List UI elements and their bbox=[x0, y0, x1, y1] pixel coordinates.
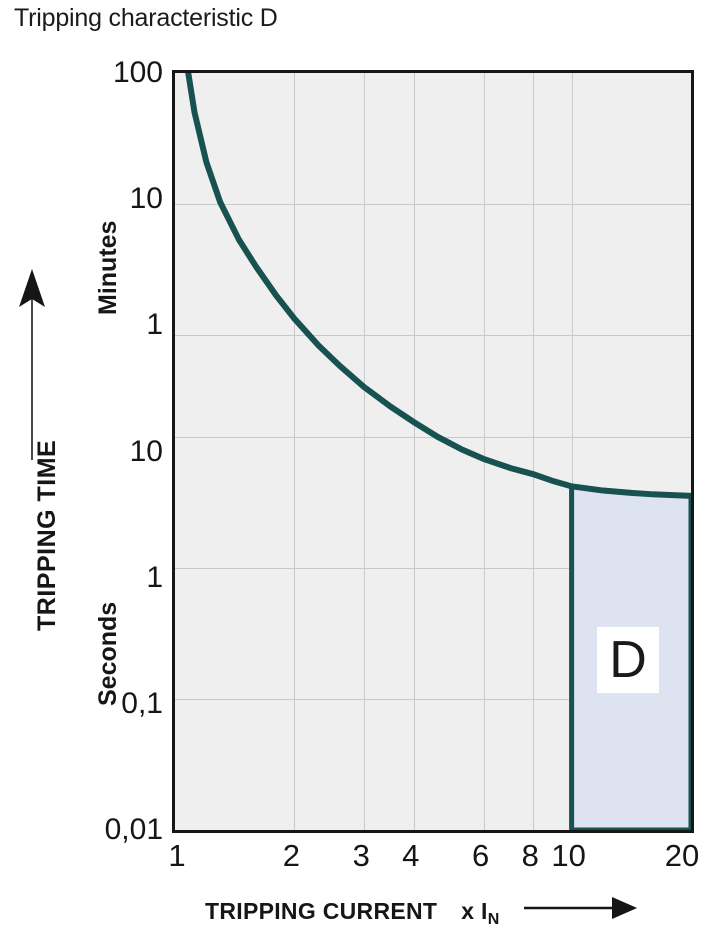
gridline-horizontal bbox=[175, 568, 691, 569]
chart-plot-area bbox=[172, 70, 694, 833]
x-axis-multiplier: x I bbox=[461, 898, 488, 924]
x-axis-tick-label: 1 bbox=[168, 838, 186, 873]
gridline-vertical bbox=[294, 73, 296, 830]
tripping-curve bbox=[185, 73, 691, 499]
y-axis-ticks: 100 10 1 10 1 0,1 0,01 bbox=[0, 56, 163, 846]
gridline-horizontal bbox=[175, 699, 691, 700]
gridline-horizontal bbox=[175, 335, 691, 336]
x-axis-arrow-icon bbox=[523, 897, 637, 919]
gridline-vertical bbox=[533, 73, 535, 830]
x-axis-ticks: 1 2 3 4 6 8 10 20 bbox=[168, 838, 699, 880]
y-axis-tick-label: 1 bbox=[146, 308, 163, 342]
chart-vector-layer bbox=[185, 73, 691, 830]
y-axis-tick-label: 0,01 bbox=[104, 813, 163, 846]
y-axis-unit-seconds: Seconds bbox=[94, 601, 122, 706]
x-axis-tick-label: 10 bbox=[551, 838, 586, 873]
page-title: Tripping characteristic D bbox=[14, 4, 278, 32]
band-label-d: D bbox=[597, 627, 659, 693]
gridline-vertical bbox=[483, 73, 485, 830]
x-axis-tick-label: 8 bbox=[521, 838, 539, 873]
y-axis-title: TRIPPING TIME bbox=[33, 439, 61, 631]
y-axis-tick-label: 10 bbox=[129, 182, 163, 216]
x-axis-tick-label: 2 bbox=[282, 838, 301, 873]
y-axis-tick-label: 1 bbox=[146, 560, 163, 594]
gridline-vertical bbox=[364, 73, 366, 830]
x-axis-tick-label: 4 bbox=[402, 838, 420, 873]
y-axis-tick-label: 0,1 bbox=[121, 686, 163, 720]
y-axis-unit-minutes: Minutes bbox=[94, 220, 122, 315]
y-axis-arrow-icon bbox=[19, 269, 45, 460]
x-axis-tick-label: 20 bbox=[664, 838, 700, 873]
y-axis-tick-label: 10 bbox=[129, 434, 163, 468]
gridline-vertical bbox=[413, 73, 415, 830]
gridline-horizontal bbox=[175, 204, 691, 205]
x-axis-title-main: TRIPPING CURRENT bbox=[205, 898, 438, 924]
x-axis-subscript: N bbox=[487, 911, 500, 928]
y-axis-tick-label: 100 bbox=[112, 56, 163, 89]
x-axis-tick-label: 3 bbox=[352, 838, 370, 873]
gridline-horizontal bbox=[175, 437, 691, 438]
chart-inner bbox=[175, 73, 691, 830]
x-axis-tick-label: 6 bbox=[471, 838, 490, 873]
gridline-vertical bbox=[571, 73, 573, 830]
